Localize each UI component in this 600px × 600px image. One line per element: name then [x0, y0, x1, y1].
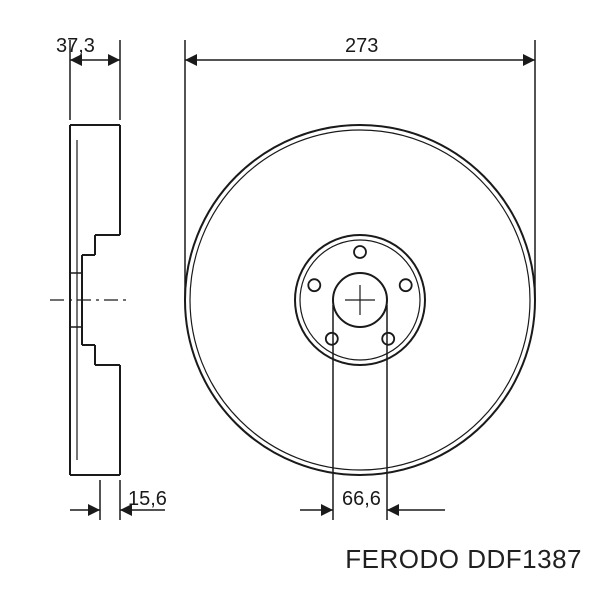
thickness-dimension: 37,3 — [56, 35, 120, 120]
technical-drawing: 37,3 15,6 273 — [0, 0, 600, 600]
hub-diameter-value: 66,6 — [342, 488, 381, 510]
part-number: DDF1387 — [467, 544, 582, 575]
outer-diameter-value: 273 — [345, 35, 378, 57]
brand-name: FERODO — [345, 544, 459, 575]
side-cross-section — [50, 125, 130, 475]
part-label: FERODO DDF1387 — [345, 544, 582, 575]
mounting-depth-value: 15,6 — [128, 488, 167, 510]
hub-diameter-dimension: 66,6 — [300, 305, 445, 520]
mounting-depth-dimension: 15,6 — [70, 480, 167, 520]
outer-diameter-dimension: 273 — [185, 35, 535, 300]
front-face-view — [185, 125, 535, 475]
brake-disc-diagram: { "brand": "FERODO", "part_number": "DDF… — [0, 0, 600, 600]
thickness-value: 37,3 — [56, 35, 95, 57]
